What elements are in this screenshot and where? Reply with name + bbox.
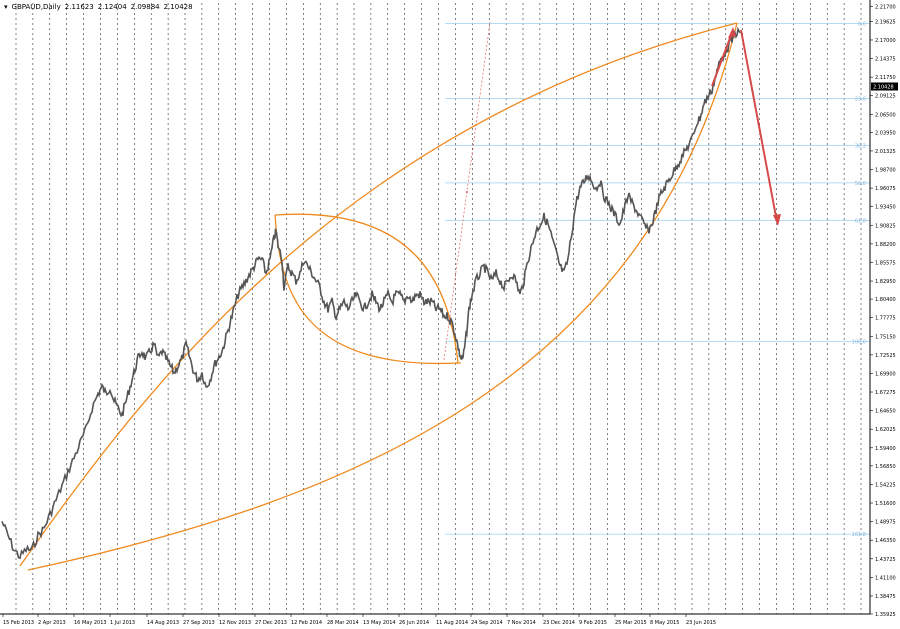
x-tick-label: 27 Dec 2013 [255, 620, 287, 626]
symbol-label: GBPAUD,Daily [11, 3, 61, 11]
outer-upper-arc [19, 22, 738, 567]
inner-ellipse [274, 213, 459, 365]
y-tick-label: 1.48975 [875, 520, 896, 526]
x-tick-label: 28 Mar 2014 [327, 620, 359, 626]
forecast-arrows [711, 27, 781, 226]
open-value: 2.11623 [64, 3, 94, 11]
fib-label: 23.6 [855, 97, 866, 103]
fib-label: 38.2 [855, 143, 866, 149]
y-tick-label: 1.67275 [875, 390, 896, 396]
y-tick-label: 2.17000 [875, 38, 896, 44]
y-tick-label: 1.43725 [875, 557, 896, 563]
close-value: 2.10428 [163, 3, 193, 11]
x-tick-label: 27 Sep 2013 [183, 620, 215, 626]
y-tick-label: 2.03950 [875, 130, 896, 136]
x-tick-label: 23 Dec 2014 [543, 620, 575, 626]
x-tick-label: 15 Feb 2013 [3, 620, 34, 626]
price-series [1, 26, 741, 560]
current-price-label: 2.10428 [873, 84, 894, 90]
current-price-badge [871, 82, 898, 91]
x-tick-label: 24 Sep 2014 [471, 620, 503, 626]
y-tick-label: 2.09125 [875, 94, 896, 100]
price-line [1, 26, 741, 560]
y-tick-label: 1.54225 [875, 482, 896, 488]
x-tick-label: 11 Aug 2014 [436, 620, 468, 626]
y-tick-label: 1.75150 [875, 334, 896, 340]
y-tick-label: 1.56850 [875, 464, 896, 470]
y-tick-label: 1.93450 [875, 205, 896, 211]
fib-label: 100.0 [852, 339, 866, 345]
x-tick-label: 7 Nov 2014 [507, 620, 536, 626]
x-tick-label: 1 Jul 2013 [110, 620, 135, 626]
y-tick-label: 1.77775 [875, 316, 896, 322]
chevron-down-icon[interactable]: ▾ [4, 3, 8, 11]
y-tick-label: 2.14375 [875, 57, 896, 63]
high-value: 2.12404 [97, 3, 127, 11]
y-tick-label: 1.82950 [875, 279, 896, 285]
x-tick-label: 9 Feb 2015 [579, 620, 607, 626]
fibonacci-levels: 0.0 23.6 38.2 50.0 61.8 100.0 161.8 [445, 21, 870, 538]
y-tick-label: 2.06500 [875, 112, 896, 118]
x-tick-label: 23 Jun 2015 [686, 620, 716, 626]
y-tick-label: 1.85575 [875, 260, 896, 266]
ohlc-header: ▾ GBPAUD,Daily 2.11623 2.12404 2.09884 2.1042… [4, 3, 197, 11]
vertical-grid [15, 3, 862, 614]
y-tick-label: 1.72525 [875, 353, 896, 359]
y-tick-label: 1.59400 [875, 446, 896, 452]
y-tick-label: 1.80400 [875, 297, 896, 303]
x-tick-label: 26 Jun 2014 [399, 620, 429, 626]
fib-label: 50.0 [855, 181, 866, 187]
y-tick-label: 1.46350 [875, 538, 896, 544]
y-tick-label: 1.64650 [875, 409, 896, 415]
low-value: 2.09884 [130, 3, 160, 11]
x-tick-label: 2 Apr 2013 [38, 620, 66, 626]
y-tick-label: 1.98700 [875, 168, 896, 174]
down-arrow-line [740, 29, 778, 223]
y-tick-label: 2.21700 [875, 5, 896, 11]
x-tick-label: 25 Mar 2015 [615, 620, 647, 626]
y-tick-label: 1.35925 [875, 612, 896, 618]
fib-label: 61.8 [855, 218, 866, 224]
y-tick-label: 1.62025 [875, 427, 896, 433]
x-tick-label: 16 May 2013 [74, 620, 107, 626]
fib-label: 161.8 [852, 532, 866, 538]
y-tick-label: 1.90825 [875, 223, 896, 229]
y-tick-label: 2.11750 [875, 75, 896, 81]
y-tick-label: 2.01325 [875, 149, 896, 155]
down-arrow-head [773, 214, 781, 226]
fib-label: 0.0 [858, 21, 866, 27]
y-tick-label: 1.41100 [875, 575, 896, 581]
y-tick-label: 1.88200 [875, 242, 896, 248]
y-tick-label: 1.69900 [875, 371, 896, 377]
x-tick-label: 12 Nov 2013 [219, 620, 251, 626]
y-tick-label: 1.96075 [875, 186, 896, 192]
x-tick-label: 12 Feb 2014 [291, 620, 322, 626]
up-arrow-line [711, 29, 734, 87]
y-tick-label: 1.51600 [875, 501, 896, 507]
anchor-point [466, 191, 468, 193]
up-arrow-head [728, 27, 736, 38]
x-tick-label: 13 May 2014 [363, 620, 396, 626]
dotted-trendline [443, 21, 491, 361]
y-tick-label: 1.38475 [875, 594, 896, 600]
x-tick-label: 14 Aug 2013 [147, 620, 179, 626]
y-tick-label: 2.19625 [875, 19, 896, 25]
x-tick-label: 8 May 2015 [650, 620, 679, 626]
drawn-curves [19, 21, 738, 571]
outer-lower-arc [27, 22, 738, 571]
